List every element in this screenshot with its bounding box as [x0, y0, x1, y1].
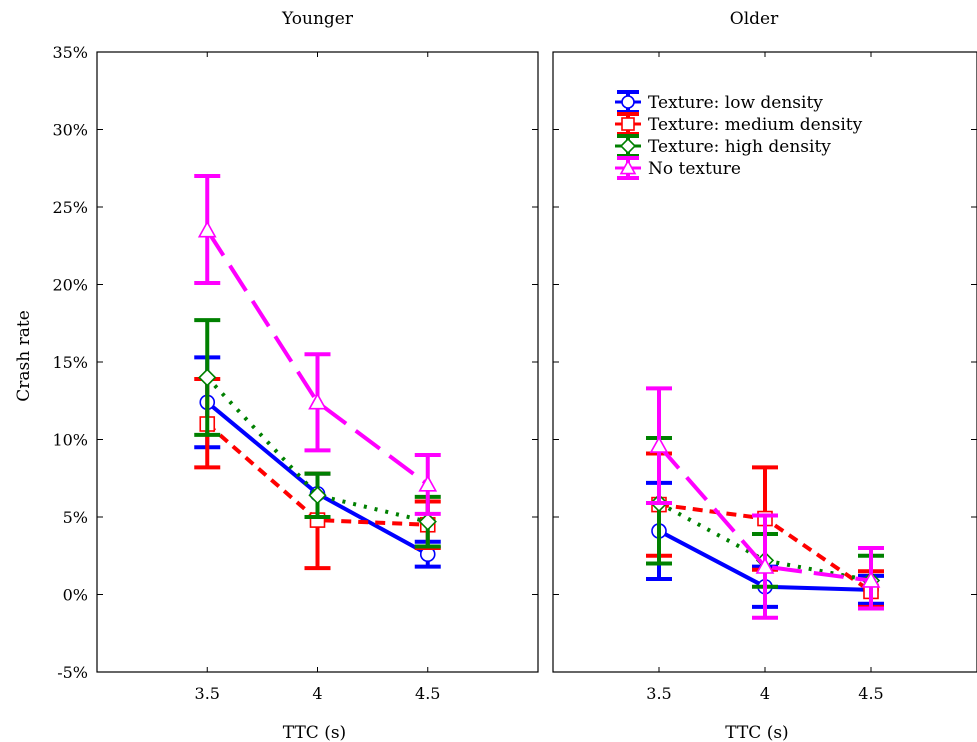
- x-axis-label: TTC (s): [283, 723, 346, 742]
- x-tick-label: 4.5: [415, 684, 440, 703]
- series-line: [657, 444, 872, 583]
- x-tick-label: 3.5: [195, 684, 220, 703]
- legend-label: Texture: high density: [648, 137, 831, 157]
- x-axis-label: TTC (s): [725, 723, 788, 742]
- y-tick-label: 10%: [52, 431, 88, 450]
- legend-label: No texture: [648, 159, 741, 179]
- marker-triangle: [755, 556, 775, 574]
- marker-circle: [621, 95, 635, 109]
- series-line: [205, 229, 429, 487]
- panel-title: Older: [730, 9, 779, 29]
- marker-square: [621, 117, 635, 131]
- legend-item: Texture: high density: [615, 134, 831, 158]
- legend-label: Texture: medium density: [648, 115, 863, 135]
- x-tick-label: 4: [312, 684, 322, 703]
- y-tick-label: 0%: [63, 586, 88, 605]
- series-3: [646, 386, 884, 620]
- marker-triangle: [308, 392, 327, 410]
- legend-item: Texture: medium density: [615, 112, 863, 136]
- panel-0: Younger 3.5 4 4.5 TTC (s) -5% 0% 5% 10% 15% 20% 25%…: [14, 9, 539, 742]
- x-tick-label: 3.5: [646, 684, 671, 703]
- y-tick-label: 5%: [63, 508, 88, 527]
- marker-triangle: [861, 570, 881, 588]
- y-tick-label: 20%: [52, 276, 88, 295]
- marker-triangle: [619, 159, 637, 175]
- y-tick-label: 15%: [52, 353, 88, 372]
- x-tick-label: 4: [760, 684, 770, 703]
- series-3: [194, 174, 441, 516]
- legend-item: Texture: low density: [615, 90, 823, 114]
- marker-diamond: [418, 512, 437, 531]
- legend-label: Texture: low density: [648, 93, 823, 113]
- legend-item: No texture: [615, 156, 741, 180]
- y-tick-label: -5%: [57, 663, 88, 682]
- x-tick-label: 4.5: [858, 684, 883, 703]
- marker-triangle: [649, 436, 669, 453]
- marker-diamond: [308, 486, 327, 505]
- marker-diamond: [619, 137, 637, 155]
- marker-triangle: [197, 220, 217, 238]
- y-axis-label: Crash rate: [14, 310, 34, 402]
- marker-triangle: [418, 474, 438, 492]
- panel-title: Younger: [281, 9, 354, 29]
- marker-diamond: [198, 368, 217, 387]
- y-tick-label: 30%: [52, 121, 88, 140]
- y-tick-label: 25%: [52, 198, 88, 217]
- series-2: [194, 318, 441, 549]
- y-tick-label: 35%: [52, 43, 88, 62]
